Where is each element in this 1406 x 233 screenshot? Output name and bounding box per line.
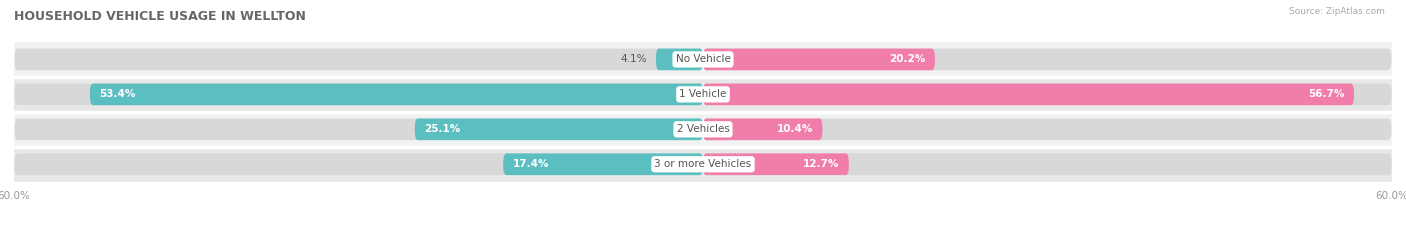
Text: 56.7%: 56.7%	[1309, 89, 1346, 99]
FancyBboxPatch shape	[703, 84, 1354, 105]
FancyBboxPatch shape	[14, 84, 703, 105]
Bar	[14, 112, 1392, 147]
FancyBboxPatch shape	[703, 84, 1392, 105]
Text: 3 or more Vehicles: 3 or more Vehicles	[654, 159, 752, 169]
Text: 12.7%: 12.7%	[803, 159, 839, 169]
Text: Source: ZipAtlas.com: Source: ZipAtlas.com	[1289, 7, 1385, 16]
Bar	[14, 147, 1392, 182]
Text: 10.4%: 10.4%	[778, 124, 813, 134]
FancyBboxPatch shape	[703, 154, 1392, 175]
FancyBboxPatch shape	[90, 84, 703, 105]
FancyBboxPatch shape	[703, 49, 935, 70]
FancyBboxPatch shape	[703, 154, 849, 175]
Bar	[14, 42, 1392, 77]
FancyBboxPatch shape	[703, 49, 1392, 70]
Text: HOUSEHOLD VEHICLE USAGE IN WELLTON: HOUSEHOLD VEHICLE USAGE IN WELLTON	[14, 10, 307, 23]
FancyBboxPatch shape	[503, 154, 703, 175]
Text: 2 Vehicles: 2 Vehicles	[676, 124, 730, 134]
Bar	[14, 77, 1392, 112]
FancyBboxPatch shape	[14, 49, 703, 70]
Text: 25.1%: 25.1%	[425, 124, 460, 134]
FancyBboxPatch shape	[14, 154, 703, 175]
FancyBboxPatch shape	[415, 118, 703, 140]
FancyBboxPatch shape	[703, 118, 1392, 140]
Text: 20.2%: 20.2%	[890, 55, 925, 64]
FancyBboxPatch shape	[657, 49, 703, 70]
Text: 17.4%: 17.4%	[512, 159, 548, 169]
Text: 53.4%: 53.4%	[98, 89, 135, 99]
Text: No Vehicle: No Vehicle	[675, 55, 731, 64]
FancyBboxPatch shape	[703, 118, 823, 140]
FancyBboxPatch shape	[14, 118, 703, 140]
Text: 4.1%: 4.1%	[620, 55, 647, 64]
Text: 1 Vehicle: 1 Vehicle	[679, 89, 727, 99]
